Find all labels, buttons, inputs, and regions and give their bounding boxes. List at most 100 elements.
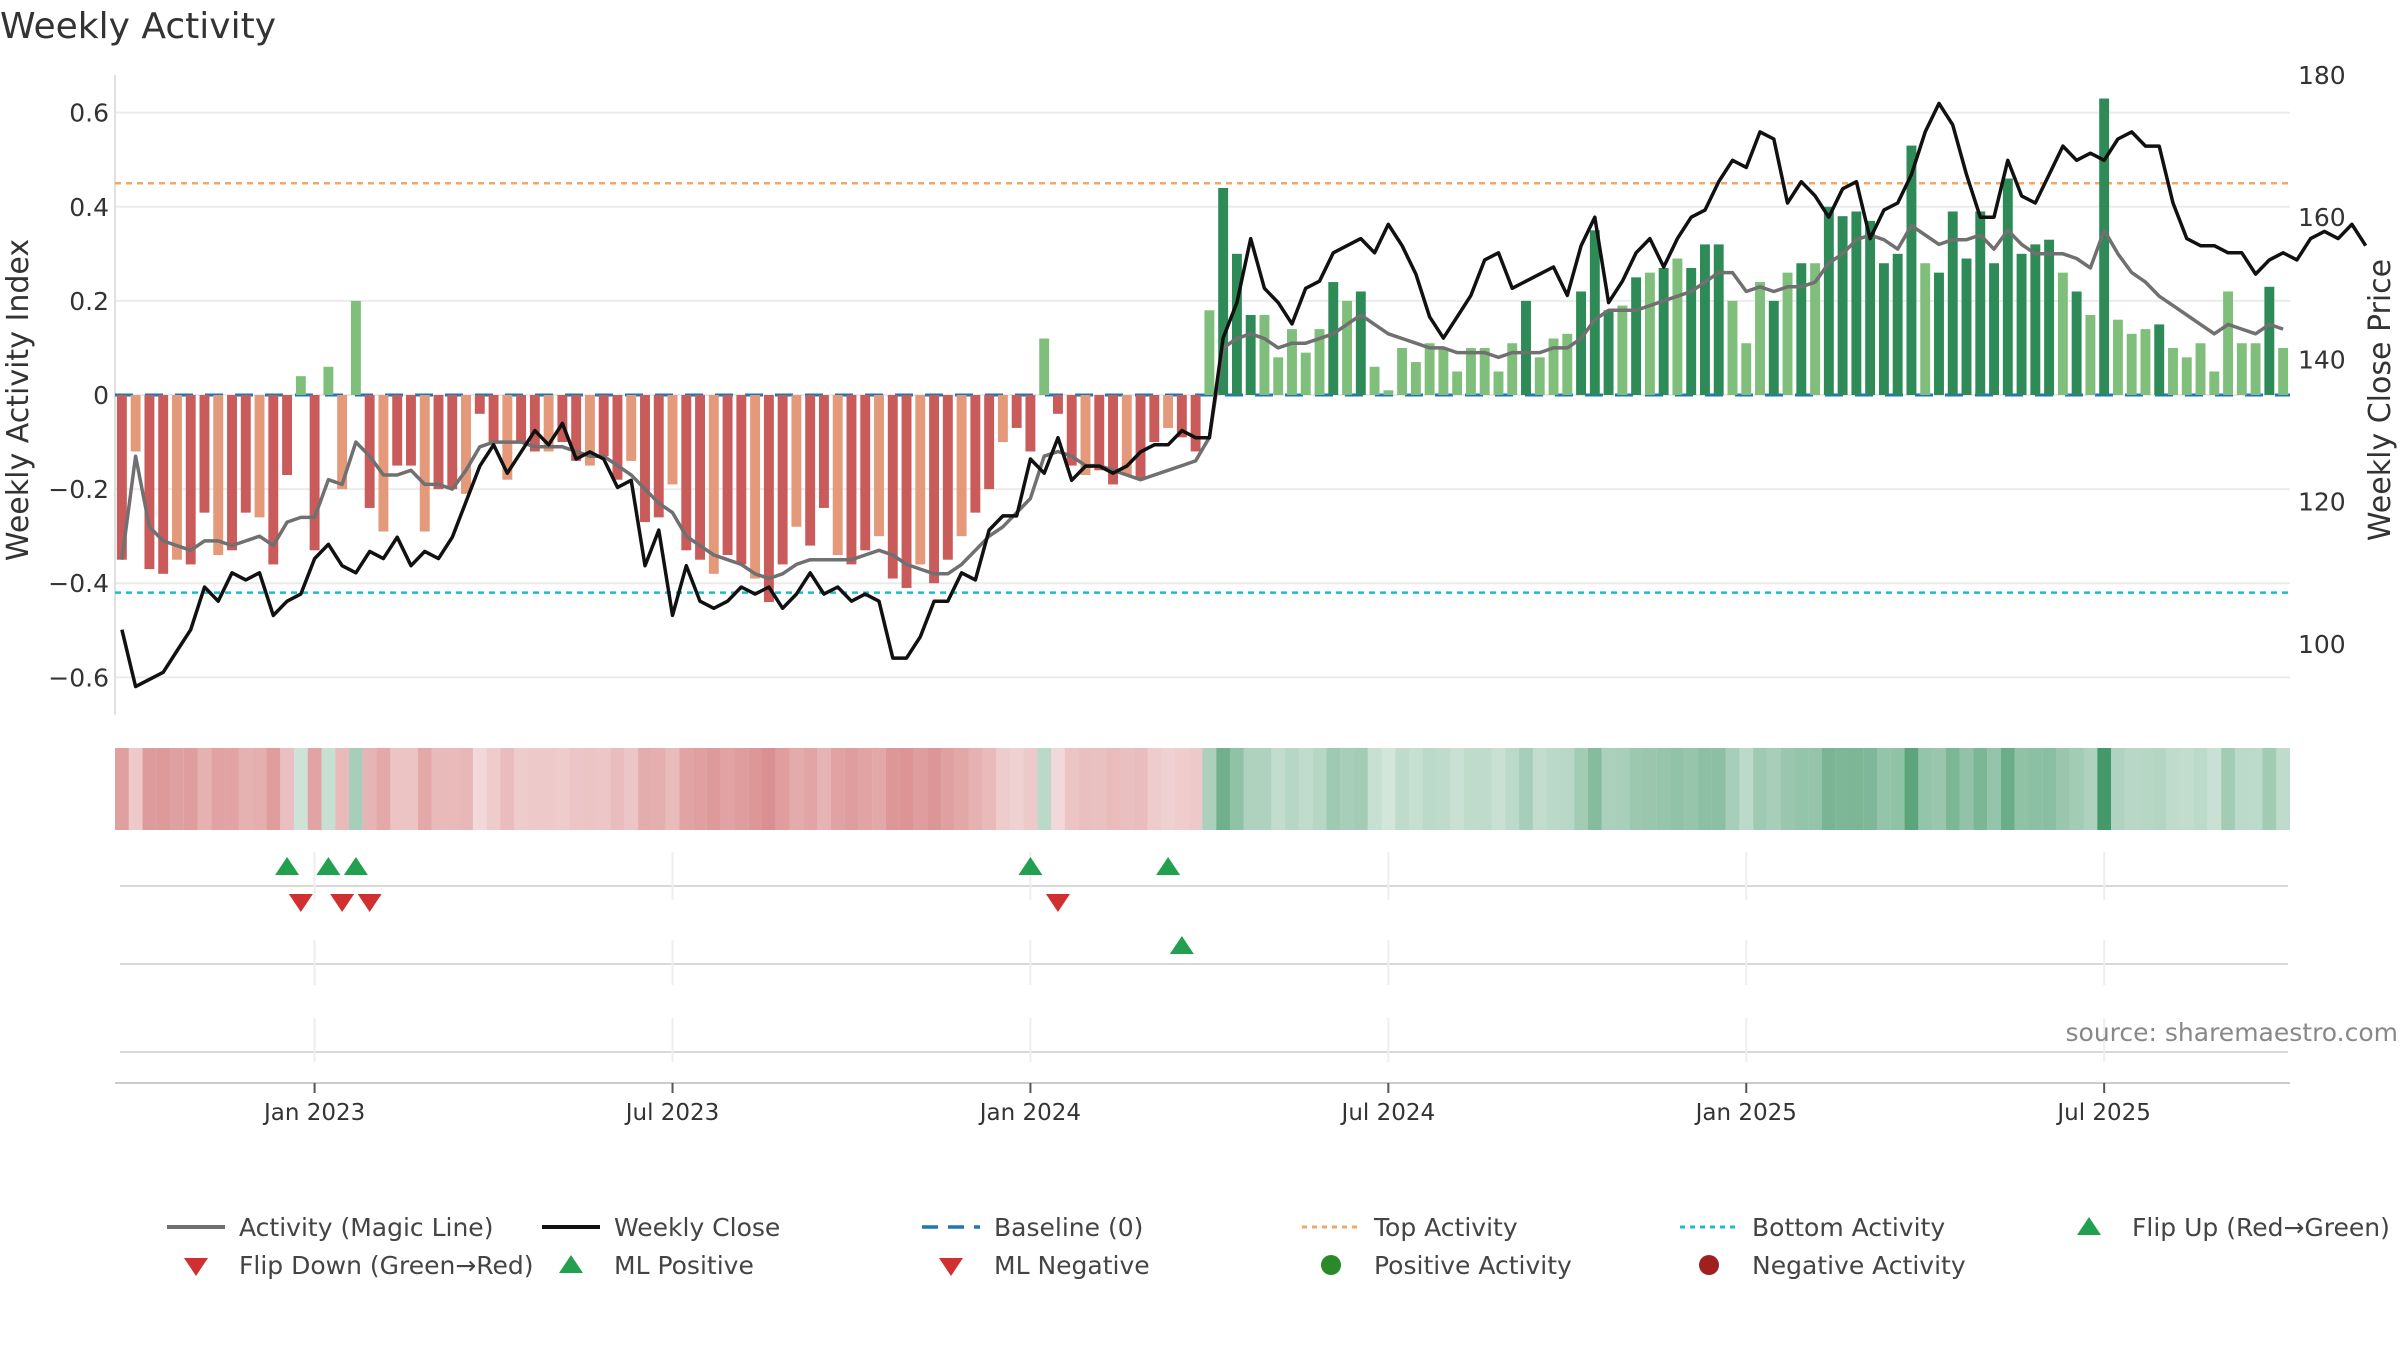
activity-bar [1245, 315, 1256, 395]
activity-bar [956, 395, 967, 537]
heat-cell [1753, 748, 1767, 830]
heat-cell [142, 748, 157, 830]
y-tick-label: 0 [93, 381, 109, 410]
heat-cell [1202, 748, 1217, 830]
heat-cell [803, 748, 818, 830]
flip-down-marker [357, 894, 382, 912]
activity-bar [1796, 263, 1807, 395]
legend-label: Baseline (0) [994, 1212, 1144, 1242]
activity-bar [474, 395, 485, 414]
activity-bar [860, 395, 871, 551]
activity-bar [2126, 333, 2137, 395]
activity-bar [1397, 347, 1408, 395]
flip-down-marker [288, 894, 313, 912]
heat-cell [431, 748, 446, 830]
legend-label: Bottom Activity [1752, 1212, 1946, 1242]
heat-cell [1078, 748, 1093, 830]
heat-cell [183, 748, 198, 830]
activity-bar [653, 395, 664, 518]
activity-bar [1025, 395, 1036, 452]
heat-cell [2248, 748, 2263, 830]
activity-bar [1438, 347, 1449, 395]
activity-bar [144, 395, 155, 570]
circle-icon [1678, 1250, 1740, 1280]
x-tick-label: Jan 2024 [978, 1100, 1081, 1126]
activity-bar [254, 395, 265, 518]
legend-label: Negative Activity [1752, 1250, 1966, 1280]
heat-cell [720, 748, 735, 830]
activity-bar [2195, 343, 2206, 395]
activity-bar [750, 395, 761, 579]
heat-cell [1381, 748, 1396, 830]
heat-cell [1230, 748, 1244, 830]
activity-bar [227, 395, 237, 551]
heat-cell [1106, 748, 1120, 830]
activity-bar [1479, 347, 1490, 395]
activity-bar [1699, 244, 1710, 395]
activity-bar [2264, 286, 2275, 395]
heat-cell [1711, 748, 1726, 830]
signal-rows [120, 852, 2288, 1062]
activity-bar [777, 395, 788, 565]
activity-bar [1534, 357, 1545, 395]
activity-bar [1507, 343, 1518, 395]
x-tick-label: Jul 2023 [624, 1100, 720, 1126]
activity-bar [1066, 395, 1077, 466]
heat-cell [1009, 748, 1024, 830]
heat-cell [1312, 748, 1327, 830]
activity-bar [419, 395, 430, 532]
heat-cell [1188, 748, 1203, 830]
legend-item-flip-up: Flip Up (Red→Green) [2058, 1212, 2390, 1242]
heat-cell [541, 748, 556, 830]
activity-bar [1108, 395, 1118, 485]
heat-cell [2262, 748, 2277, 830]
legend-label: Positive Activity [1374, 1250, 1572, 1280]
heat-cell [817, 748, 831, 830]
heat-cell [1698, 748, 1712, 830]
heat-cell [500, 748, 515, 830]
heat-cell [1587, 748, 1602, 830]
activity-bar [1465, 347, 1476, 395]
heat-cell [1491, 748, 1506, 830]
activity-bar [1617, 305, 1628, 395]
y-axis-label: Weekly Activity Index [1, 239, 36, 561]
activity-bar [1053, 395, 1063, 414]
legend-item-ml-positive: ML Positive [540, 1250, 754, 1280]
activity-bar [1562, 333, 1573, 395]
activity-bar [874, 395, 884, 537]
activity-bar [309, 395, 320, 551]
activity-bar [571, 395, 582, 461]
activity-bar [213, 395, 224, 555]
heat-cell [486, 748, 501, 830]
heat-cell [665, 748, 680, 830]
heat-cell [459, 748, 473, 830]
heat-cell [1601, 748, 1616, 830]
heat-cell [1051, 748, 1065, 830]
activity-bar [1342, 300, 1352, 395]
activity-bar [2140, 329, 2151, 395]
activity-bar [1644, 272, 1655, 395]
heat-cell [706, 748, 721, 830]
activity-bar [158, 395, 169, 574]
activity-bar [268, 395, 279, 565]
heat-cell [1353, 748, 1368, 830]
heat-cell [1395, 748, 1409, 830]
heat-cell [362, 748, 377, 830]
activity-bar [2002, 178, 2013, 395]
heat-cell [1766, 748, 1781, 830]
heat-cell [1326, 748, 1341, 830]
heat-cell [376, 748, 391, 830]
legend-label: ML Positive [614, 1250, 754, 1280]
activity-bar [832, 395, 843, 555]
y-axis-left: −0.6 −0.4 −0.2 0 0.2 0.4 0.6 [48, 99, 109, 693]
activity-bar [2044, 239, 2055, 395]
activity-bar [1727, 300, 1738, 395]
activity-bar [736, 395, 747, 565]
heat-cell [1574, 748, 1588, 830]
activity-bar [1273, 357, 1284, 395]
weekly-close-series [120, 101, 2368, 689]
activity-bar [1163, 395, 1174, 428]
heat-cell [1505, 748, 1520, 830]
heat-cell [734, 748, 749, 830]
activity-bar [447, 395, 458, 490]
